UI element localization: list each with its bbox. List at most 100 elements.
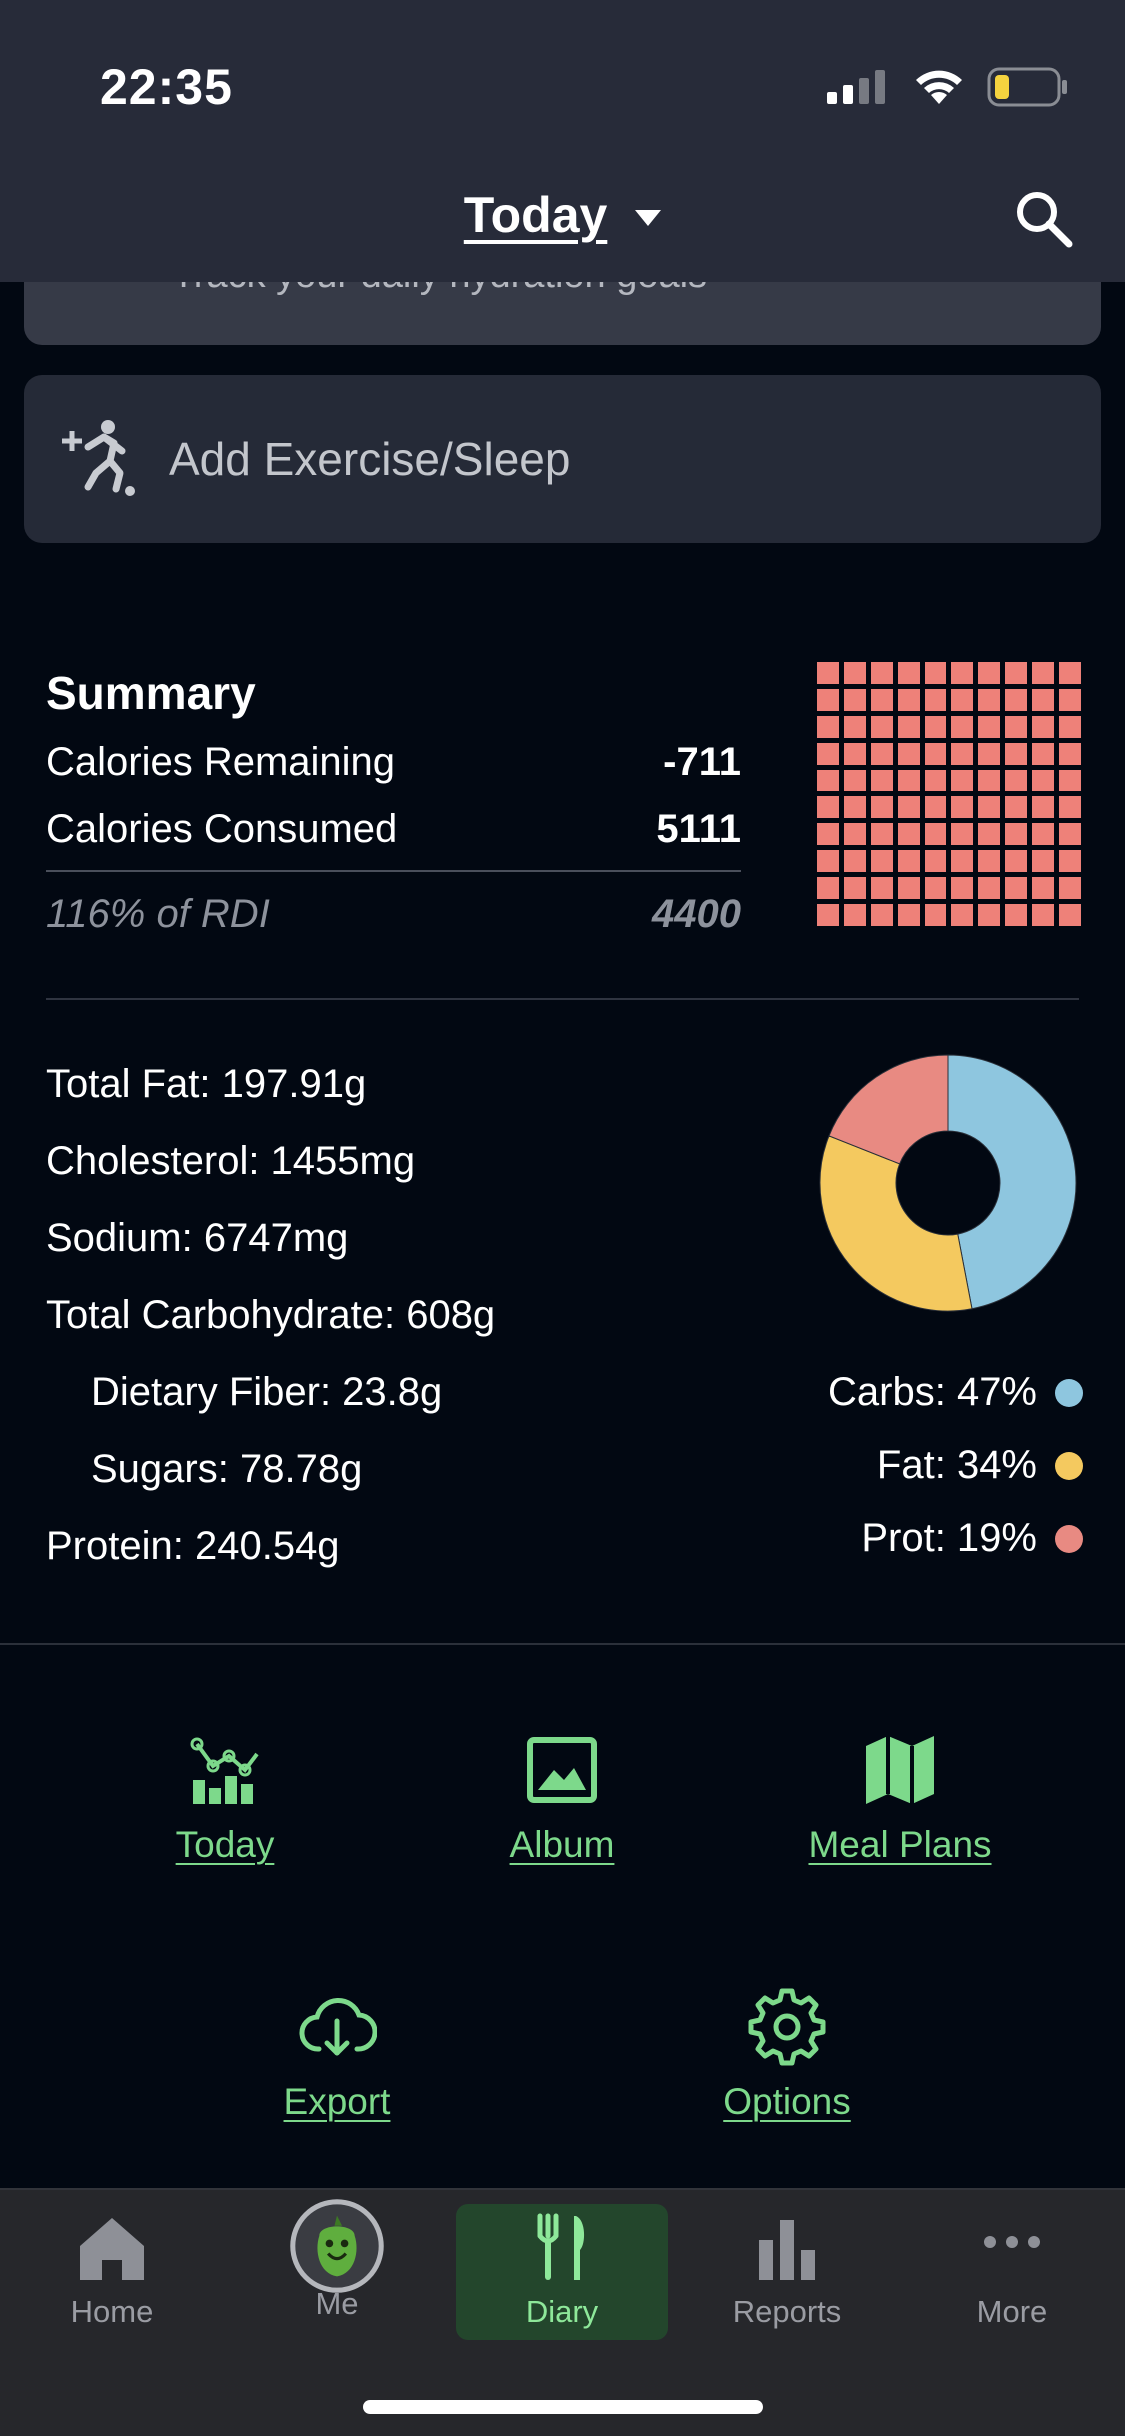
- add-exercise-icon: [62, 420, 135, 496]
- calories-consumed-value: 5111: [656, 807, 741, 851]
- battery-icon: [987, 67, 1067, 107]
- cloud-download-icon: [299, 1997, 377, 2056]
- waffle-cell: [1005, 877, 1028, 900]
- today-report-label: Today: [175, 1824, 275, 1865]
- nutrient-total-carbohydrate: Total Carbohydrate: 608g: [46, 1293, 496, 1337]
- date-selector-label: Today: [463, 187, 608, 243]
- legend-protein-dot: [1055, 1524, 1083, 1553]
- calories-remaining-row: Calories Remaining -711: [46, 740, 741, 785]
- meal-plans-label: Meal Plans: [808, 1824, 992, 1865]
- tab-home[interactable]: Home: [6, 2204, 218, 2340]
- waffle-cell: [870, 688, 893, 711]
- more-dots-icon: [984, 2236, 1040, 2248]
- waffle-cell: [1005, 688, 1028, 711]
- export-button[interactable]: Export: [187, 1987, 487, 2123]
- meal-plans-button[interactable]: Meal Plans: [750, 1730, 1050, 1866]
- waffle-cell: [924, 823, 947, 846]
- waffle-cell: [1059, 796, 1081, 819]
- waffle-cell: [951, 796, 974, 819]
- album-button[interactable]: Album: [412, 1730, 712, 1866]
- waffle-cell: [1059, 850, 1081, 873]
- waffle-cell: [817, 662, 839, 684]
- waffle-cell: [897, 850, 920, 873]
- waffle-cell: [924, 742, 947, 765]
- donut-slice-carbs: [947, 1054, 1077, 1310]
- waffle-cell: [870, 715, 893, 738]
- add-exercise-button[interactable]: Add Exercise/Sleep: [24, 375, 1101, 543]
- waffle-cell: [978, 877, 1001, 900]
- waffle-cell: [1032, 796, 1055, 819]
- waffle-cell: [817, 742, 839, 765]
- waffle-cell: [870, 823, 893, 846]
- calories-consumed-label: Calories Consumed: [46, 807, 398, 851]
- donut-slice-fat: [819, 1135, 973, 1312]
- donut-slice-protein: [828, 1054, 949, 1165]
- tab-diary[interactable]: Diary: [456, 2204, 668, 2340]
- waffle-cell: [1059, 877, 1081, 900]
- waffle-cell: [817, 904, 839, 926]
- tab-more[interactable]: More: [906, 2204, 1118, 2340]
- waffle-cell: [1032, 823, 1055, 846]
- legend-protein: Prot: 19%: [861, 1516, 1083, 1561]
- nutrient-sodium: Sodium: 6747mg: [46, 1216, 349, 1260]
- waffle-cell: [843, 715, 866, 738]
- legend-protein-label: Prot: 19%: [861, 1516, 1037, 1560]
- waffle-cell: [1032, 904, 1055, 926]
- status-time: 22:35: [100, 59, 233, 115]
- tab-me[interactable]: Me: [231, 2199, 443, 2340]
- waffle-cell: [951, 742, 974, 765]
- waffle-cell: [843, 688, 866, 711]
- waffle-cell: [951, 850, 974, 873]
- waffle-cell: [978, 662, 1001, 684]
- today-report-button[interactable]: Today: [75, 1730, 375, 1866]
- calorie-waffle-chart: [817, 662, 1081, 926]
- waffle-cell: [843, 796, 866, 819]
- header: 22:35 Today: [0, 0, 1125, 282]
- image-icon: [527, 1737, 597, 1803]
- date-selector[interactable]: Today: [0, 186, 1125, 244]
- nutrient-total-fat: Total Fat: 197.91g: [46, 1062, 367, 1106]
- waffle-cell: [897, 904, 920, 926]
- legend-fat-label: Fat: 34%: [876, 1443, 1037, 1487]
- waffle-cell: [951, 688, 974, 711]
- bar-chart-icon: [759, 2220, 815, 2280]
- calories-remaining-value: -711: [663, 740, 741, 784]
- status-icons: [827, 64, 1069, 110]
- waffle-cell: [870, 904, 893, 926]
- waffle-cell: [1032, 877, 1055, 900]
- waffle-cell: [817, 877, 839, 900]
- waffle-cell: [1059, 715, 1081, 738]
- tab-more-label: More: [976, 2294, 1048, 2329]
- waffle-cell: [978, 715, 1001, 738]
- waffle-cell: [843, 662, 866, 684]
- waffle-cell: [870, 850, 893, 873]
- wifi-icon: [916, 70, 962, 104]
- waffle-cell: [897, 796, 920, 819]
- waffle-cell: [1059, 769, 1081, 792]
- waffle-cell: [817, 688, 839, 711]
- waffle-cell: [870, 662, 893, 684]
- waffle-cell: [870, 877, 893, 900]
- home-icon: [80, 2218, 144, 2280]
- search-icon[interactable]: [1011, 186, 1075, 250]
- summary-title: Summary: [46, 667, 256, 719]
- export-label: Export: [283, 2081, 391, 2122]
- options-button[interactable]: Options: [637, 1987, 937, 2123]
- tab-reports[interactable]: Reports: [681, 2204, 893, 2340]
- waffle-cell: [951, 877, 974, 900]
- tab-diary-label: Diary: [525, 2294, 599, 2329]
- avatar: [290, 2199, 384, 2293]
- tab-home-label: Home: [70, 2294, 154, 2329]
- waffle-cell: [817, 823, 839, 846]
- waffle-cell: [1032, 715, 1055, 738]
- waffle-cell: [1005, 904, 1028, 926]
- waffle-cell: [978, 742, 1001, 765]
- waffle-cell: [897, 662, 920, 684]
- waffle-cell: [951, 904, 974, 926]
- waffle-cell: [1032, 850, 1055, 873]
- section-divider: [46, 998, 1079, 1000]
- nutrient-dietary-fiber: Dietary Fiber: 23.8g: [91, 1370, 443, 1414]
- nutrient-protein: Protein: 240.54g: [46, 1524, 340, 1568]
- waffle-cell: [897, 715, 920, 738]
- waffle-cell: [817, 796, 839, 819]
